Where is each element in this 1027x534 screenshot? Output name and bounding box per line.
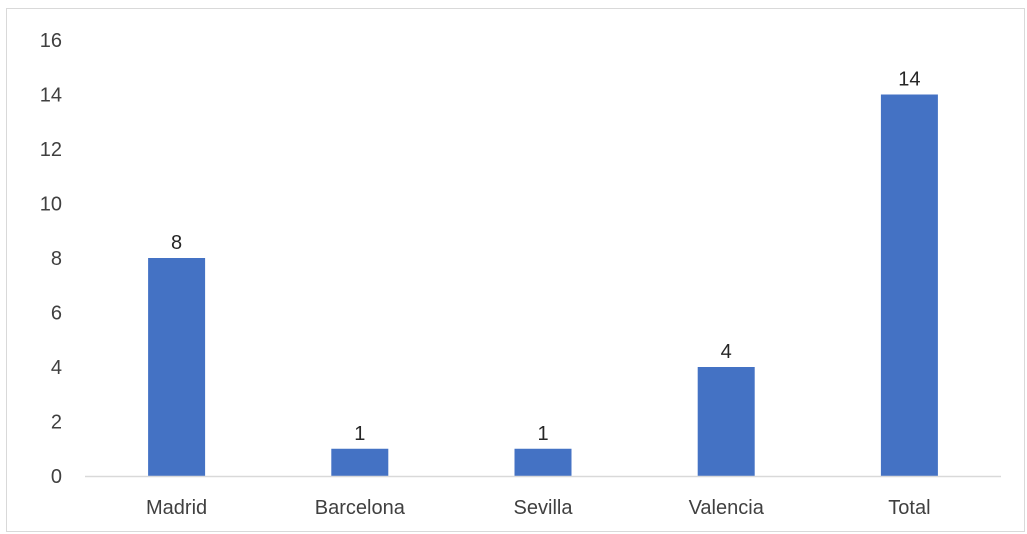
y-tick-label: 10 xyxy=(40,194,62,216)
x-axis-ticks: Madrid Barcelona Sevilla Valencia Total xyxy=(146,497,930,519)
data-label-sevilla: 1 xyxy=(537,423,548,445)
data-label-madrid: 8 xyxy=(171,232,182,254)
bar-total xyxy=(880,94,938,476)
bar-barcelona xyxy=(331,448,389,476)
x-tick-label-total: Total xyxy=(888,497,930,519)
x-tick-label-sevilla: Sevilla xyxy=(514,497,574,519)
y-tick-label: 2 xyxy=(51,412,62,434)
x-tick-label-madrid: Madrid xyxy=(146,497,207,519)
y-tick-label: 6 xyxy=(51,303,62,325)
y-tick-label: 8 xyxy=(51,248,62,270)
bar-madrid xyxy=(148,258,206,476)
bar-valencia xyxy=(697,367,755,476)
bars xyxy=(148,94,938,476)
y-tick-label: 0 xyxy=(51,466,62,488)
y-axis-ticks: 0 2 4 6 8 10 12 14 16 xyxy=(40,30,62,488)
y-tick-label: 4 xyxy=(51,357,62,379)
y-tick-label: 16 xyxy=(40,30,62,52)
y-tick-label: 14 xyxy=(40,85,62,107)
data-label-barcelona: 1 xyxy=(354,423,365,445)
y-tick-label: 12 xyxy=(40,139,62,161)
data-label-total: 14 xyxy=(898,69,920,91)
bar-sevilla xyxy=(514,448,572,476)
x-tick-label-barcelona: Barcelona xyxy=(315,497,406,519)
data-label-valencia: 4 xyxy=(721,341,732,363)
x-tick-label-valencia: Valencia xyxy=(689,497,765,519)
